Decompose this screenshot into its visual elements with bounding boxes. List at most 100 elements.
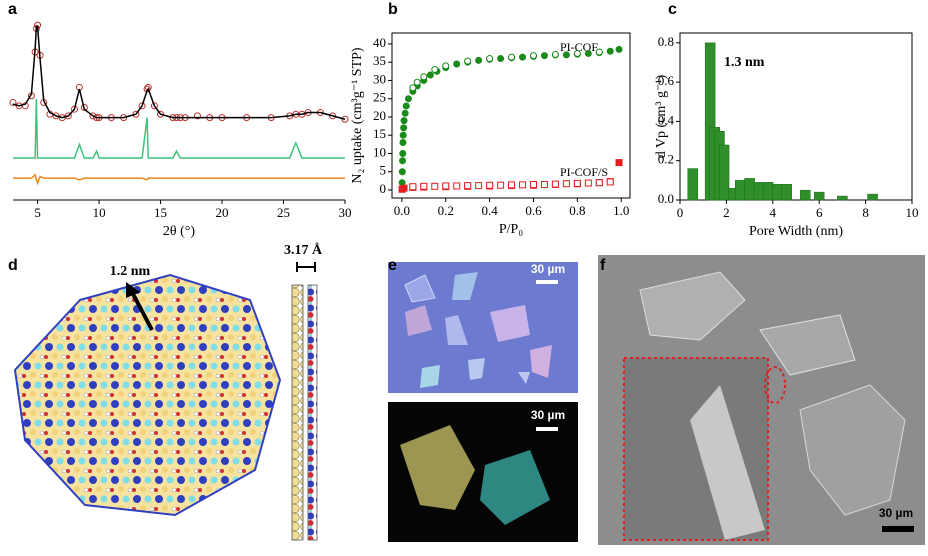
data-point bbox=[431, 66, 439, 74]
flake bbox=[639, 271, 746, 341]
data-point bbox=[519, 181, 527, 189]
data-point bbox=[584, 49, 592, 57]
data-point bbox=[9, 98, 17, 106]
flake bbox=[799, 384, 906, 516]
x-tick-label: 8 bbox=[862, 205, 869, 220]
data-point bbox=[595, 179, 603, 187]
data-point bbox=[519, 53, 527, 61]
x-axis-label: 2θ (°) bbox=[163, 224, 195, 239]
data-point bbox=[400, 184, 408, 192]
panel-d: d 1.2 nm 3.17 Å bbox=[8, 242, 323, 541]
y-tick-label: 15 bbox=[373, 126, 386, 141]
stacked-layer bbox=[291, 284, 304, 541]
y-tick-label: 20 bbox=[373, 108, 386, 123]
data-point bbox=[431, 182, 439, 190]
x-tick-label: 25 bbox=[277, 205, 290, 220]
scale-bar bbox=[536, 280, 558, 284]
data-point bbox=[529, 52, 537, 60]
framework-structure bbox=[13, 273, 282, 517]
panel-label: d bbox=[8, 257, 18, 274]
flake bbox=[518, 372, 530, 384]
annotation: PI-COF/S bbox=[560, 165, 608, 179]
data-point bbox=[540, 180, 548, 188]
x-tick-label: 6 bbox=[816, 205, 823, 220]
flake bbox=[452, 272, 478, 300]
data-point bbox=[508, 181, 516, 189]
data-point bbox=[399, 139, 407, 147]
data-point bbox=[573, 49, 581, 57]
y-tick-label: 25 bbox=[373, 90, 386, 105]
data-line bbox=[13, 99, 345, 159]
data-point bbox=[399, 131, 407, 139]
data-point bbox=[540, 52, 548, 60]
flake bbox=[405, 305, 432, 336]
x-tick-label: 5 bbox=[34, 205, 41, 220]
data-point bbox=[562, 180, 570, 188]
data-point bbox=[584, 179, 592, 187]
arrow-head bbox=[126, 282, 140, 298]
bar bbox=[772, 184, 783, 201]
panel-label: c bbox=[668, 1, 677, 18]
x-tick-label: 1.0 bbox=[613, 203, 629, 218]
bar bbox=[813, 191, 825, 201]
data-point bbox=[475, 56, 483, 64]
bar bbox=[762, 182, 774, 201]
flake bbox=[400, 425, 475, 510]
data-point bbox=[89, 112, 97, 120]
data-point bbox=[80, 104, 88, 111]
y-axis-label: d Vp (cm³ g⁻¹) bbox=[654, 74, 669, 158]
bar bbox=[735, 180, 746, 201]
y-tick-label: 0.8 bbox=[658, 34, 674, 49]
y-tick-label: 0.6 bbox=[658, 73, 675, 88]
y-tick-label: 0.2 bbox=[658, 152, 674, 167]
data-point bbox=[400, 117, 408, 125]
y-tick-label: 0.0 bbox=[658, 191, 674, 206]
data-point bbox=[453, 182, 461, 190]
data-point bbox=[138, 102, 146, 110]
x-tick-label: 30 bbox=[339, 205, 352, 220]
data-point bbox=[52, 112, 60, 120]
x-tick-label: 0.8 bbox=[569, 203, 585, 218]
panel-label: b bbox=[388, 1, 398, 18]
data-point bbox=[404, 95, 412, 103]
y-tick-label: 30 bbox=[373, 71, 386, 86]
scale-bar bbox=[536, 427, 558, 431]
y-axis-label: N₂ uptake (cm³g⁻¹ STP) bbox=[350, 47, 365, 183]
flake bbox=[480, 450, 550, 525]
data-point bbox=[595, 48, 603, 56]
bar bbox=[753, 182, 765, 201]
plot-frame bbox=[679, 32, 913, 201]
data-point bbox=[486, 55, 494, 63]
data-point bbox=[442, 182, 450, 190]
panel-label: f bbox=[600, 257, 606, 274]
data-point bbox=[464, 182, 472, 190]
data-point bbox=[508, 53, 516, 61]
data-point bbox=[399, 149, 407, 157]
data-point bbox=[398, 168, 406, 176]
data-point bbox=[420, 73, 428, 81]
panel-label: e bbox=[388, 257, 397, 274]
y-tick-label: 40 bbox=[373, 35, 386, 50]
data-point bbox=[409, 183, 417, 191]
bar bbox=[687, 168, 699, 201]
panel-f: 30 µm f bbox=[598, 255, 925, 545]
data-point bbox=[551, 180, 559, 188]
y-tick-label: 10 bbox=[373, 144, 386, 159]
data-point bbox=[58, 114, 66, 122]
annotation: 1.3 nm bbox=[724, 55, 765, 70]
data-point bbox=[402, 102, 410, 110]
flake bbox=[530, 345, 552, 378]
flake bbox=[404, 274, 436, 303]
data-point bbox=[562, 51, 570, 59]
x-axis-label: P/P₀ bbox=[499, 222, 523, 237]
data-point bbox=[573, 179, 581, 187]
data-point bbox=[551, 51, 559, 59]
data-point bbox=[615, 159, 623, 167]
flake bbox=[445, 315, 468, 345]
zoom-region bbox=[764, 366, 786, 404]
bar bbox=[800, 189, 811, 201]
data-point bbox=[426, 71, 434, 79]
bar bbox=[718, 144, 730, 201]
bar bbox=[867, 193, 878, 201]
y-tick-label: 35 bbox=[373, 53, 386, 68]
